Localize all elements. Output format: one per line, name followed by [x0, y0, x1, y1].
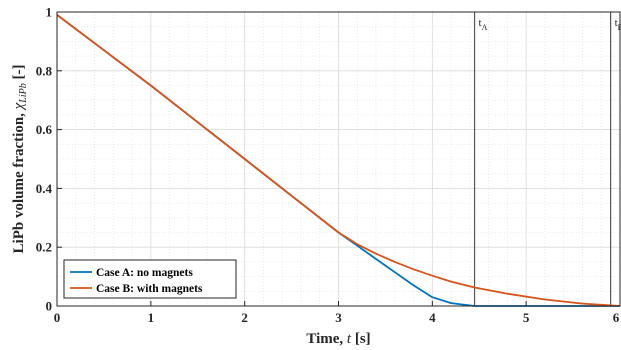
vertical-marker-label: tB — [615, 17, 621, 32]
x-axis-label-suffix: [s] — [351, 331, 371, 347]
x-axis-label: Time, t [s] — [306, 331, 370, 347]
legend-entry-label: Case B: with magnets — [96, 283, 203, 295]
y-axis-label-sub: LiPb — [18, 83, 29, 103]
y-axis-label-suffix: [-] — [11, 65, 27, 84]
vertical-markers: tA tB — [473, 12, 621, 306]
y-tick-label: 0.4 — [36, 181, 53, 196]
y-tick-label: 1 — [46, 5, 53, 20]
y-tick-label: 0.8 — [36, 63, 53, 78]
y-tick-label: 0.2 — [36, 240, 52, 255]
axis-ticks — [56, 11, 621, 307]
legend-entry-label: Case A: no magnets — [96, 267, 193, 279]
y-tick-label: 0.6 — [36, 122, 53, 137]
x-tick-label: 1 — [148, 310, 155, 325]
x-tick-label: 5 — [523, 310, 530, 325]
legend: Case A: no magnets Case B: with magnets — [63, 259, 237, 299]
y-axis-label-prefix: LiPb volume fraction, — [11, 109, 27, 253]
y-tick-label: 0 — [46, 299, 53, 314]
x-axis-label-var: t — [347, 331, 352, 347]
x-tick-label: 2 — [241, 310, 248, 325]
x-tick-labels: 0 1 2 3 4 5 6 — [54, 310, 620, 325]
legend-box — [63, 259, 237, 299]
vertical-marker-label: tA — [479, 17, 488, 32]
x-axis-label-prefix: Time, — [306, 331, 347, 347]
x-tick-label: 4 — [429, 310, 436, 325]
series-line-case-b — [56, 14, 621, 307]
y-tick-labels: 0 0.2 0.4 0.6 0.8 1 — [36, 5, 53, 314]
x-tick-label: 0 — [54, 310, 61, 325]
x-tick-label: 6 — [613, 310, 620, 325]
y-axis-label: LiPb volume fraction, χLiPb [-] — [11, 65, 29, 254]
x-tick-label: 3 — [335, 310, 342, 325]
y-axis-label-var: χ — [11, 102, 27, 111]
